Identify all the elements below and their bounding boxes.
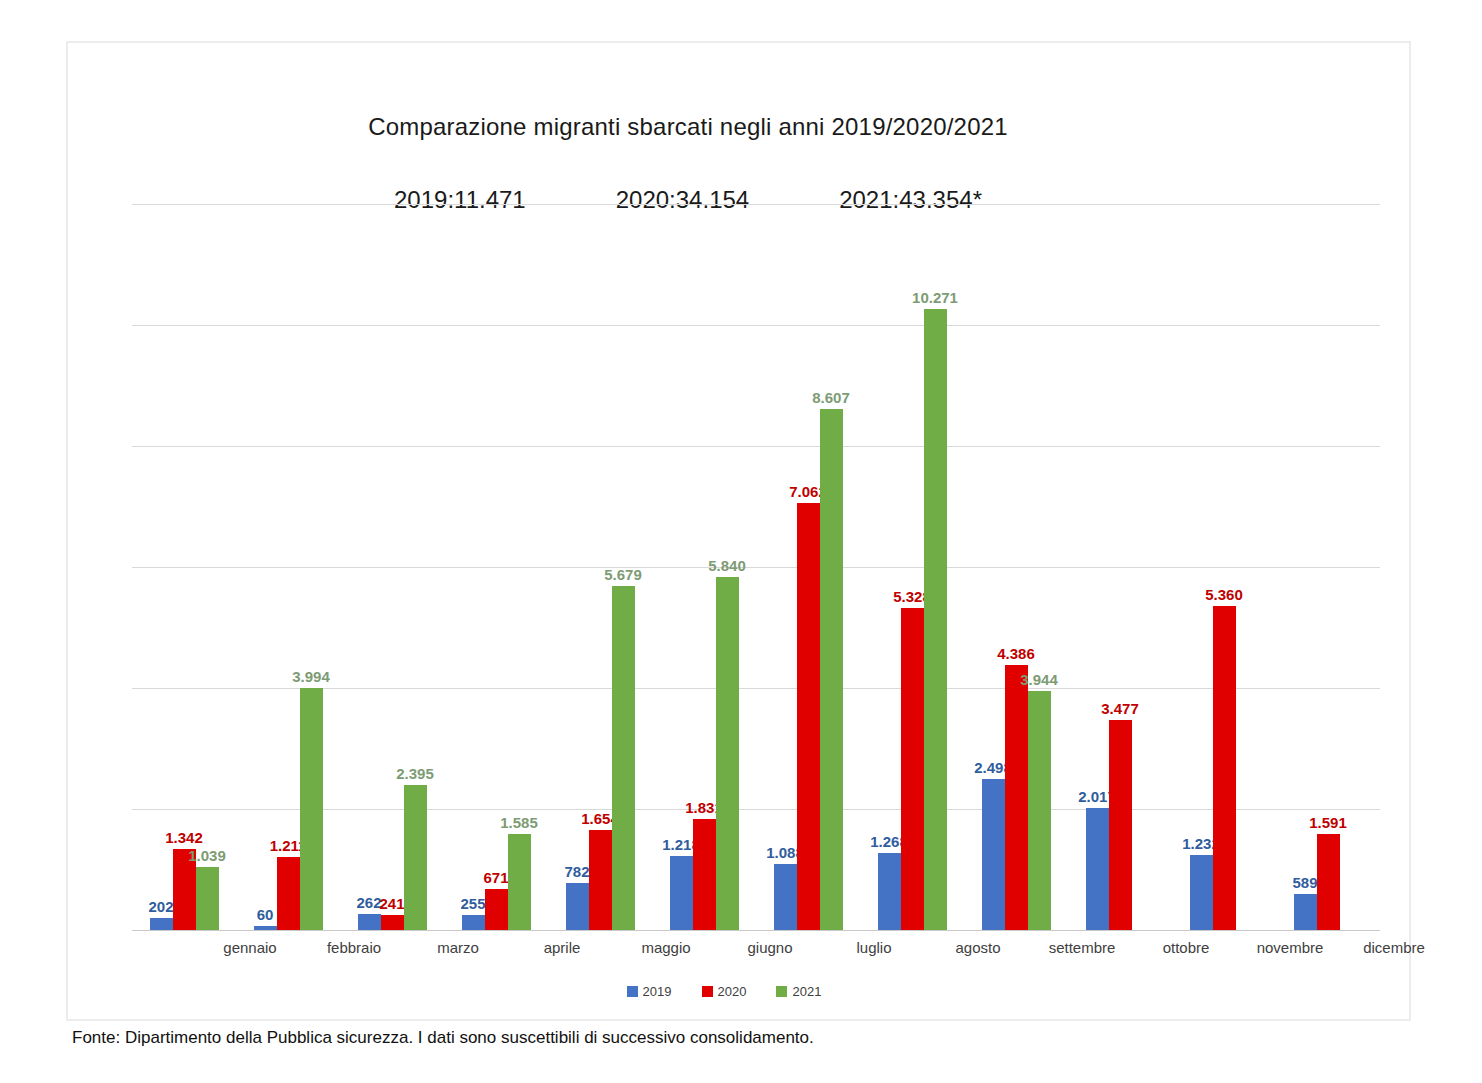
- bar-2020-giugno: 1.831: [693, 819, 716, 930]
- bar-group-aprile: 2556711.585: [444, 204, 548, 930]
- x-label-dicembre: dicembre: [1342, 939, 1446, 956]
- bar-value-label-2020-marzo: 241: [379, 895, 404, 912]
- bar-2019-ottobre: 2.017: [1086, 808, 1109, 930]
- bar-2019-novembre: 1.232: [1190, 855, 1213, 930]
- legend-swatch-2019: [627, 986, 638, 997]
- bar-value-label-2019-dicembre: 589: [1292, 874, 1317, 891]
- bar-2021-giugno: 5.840: [716, 577, 739, 930]
- bar-group-febbraio: 601.2113.994: [236, 204, 340, 930]
- bar-2020-settembre: 4.386: [1005, 665, 1028, 930]
- bar-value-label-2019-aprile: 255: [460, 895, 485, 912]
- x-label-giugno: giugno: [718, 939, 822, 956]
- bar-2021-settembre: 3.944: [1028, 691, 1051, 930]
- chart-frame: Comparazione migranti sbarcati negli ann…: [66, 41, 1411, 1021]
- bar-2019-maggio: 782: [566, 883, 589, 930]
- bar-group-gennaio: 2021.3421.039: [132, 204, 236, 930]
- bar-2020-marzo: 241: [381, 915, 404, 930]
- chart-title: Comparazione migranti sbarcati negli ann…: [68, 113, 1308, 141]
- bar-value-label-2021-luglio: 8.607: [812, 389, 850, 406]
- bar-2020-novembre: 5.360: [1213, 606, 1236, 930]
- legend-swatch-2021: [776, 986, 787, 997]
- bar-2019-marzo: 262: [358, 914, 381, 930]
- bar-groups: 2021.3421.039601.2113.9942622412.3952556…: [132, 204, 1380, 930]
- bar-value-label-2020-gennaio: 1.342: [165, 829, 203, 846]
- legend-swatch-2020: [702, 986, 713, 997]
- legend-label-2020: 2020: [718, 984, 747, 999]
- legend-item-2020: 2020: [702, 984, 747, 999]
- bar-value-label-2021-aprile: 1.585: [500, 814, 538, 831]
- bar-value-label-2021-giugno: 5.840: [708, 557, 746, 574]
- bar-group-giugno: 1.2181.8315.840: [652, 204, 756, 930]
- bar-group-dicembre: 5891.591: [1276, 204, 1380, 930]
- bar-group-maggio: 7821.6545.679: [548, 204, 652, 930]
- bar-value-label-2020-ottobre: 3.477: [1101, 700, 1139, 717]
- legend-item-2019: 2019: [627, 984, 672, 999]
- bar-2019-agosto: 1.268: [878, 853, 901, 930]
- bar-2021-gennaio: 1.039: [196, 867, 219, 930]
- bar-2020-ottobre: 3.477: [1109, 720, 1132, 930]
- bar-value-label-2020-novembre: 5.360: [1205, 586, 1243, 603]
- bar-2020-aprile: 671: [485, 889, 508, 930]
- x-label-gennaio: gennaio: [198, 939, 302, 956]
- bar-value-label-2021-settembre: 3.944: [1020, 671, 1058, 688]
- x-label-luglio: luglio: [822, 939, 926, 956]
- bar-2021-febbraio: 3.994: [300, 688, 323, 930]
- bar-2021-agosto: 10.271: [924, 309, 947, 930]
- x-label-ottobre: ottobre: [1134, 939, 1238, 956]
- bar-2021-luglio: 8.607: [820, 409, 843, 930]
- bar-value-label-2021-maggio: 5.679: [604, 566, 642, 583]
- bar-2019-settembre: 2.498: [982, 779, 1005, 930]
- bar-group-agosto: 1.2685.32810.271: [860, 204, 964, 930]
- bar-value-label-2021-gennaio: 1.039: [188, 847, 226, 864]
- x-axis-line: [132, 930, 1380, 931]
- bar-group-marzo: 2622412.395: [340, 204, 444, 930]
- bar-group-ottobre: 2.0173.477: [1068, 204, 1172, 930]
- bar-2021-maggio: 5.679: [612, 586, 635, 930]
- x-label-aprile: aprile: [510, 939, 614, 956]
- bar-2019-gennaio: 202: [150, 918, 173, 930]
- bar-2020-febbraio: 1.211: [277, 857, 300, 930]
- legend-label-2021: 2021: [792, 984, 821, 999]
- x-label-novembre: novembre: [1238, 939, 1342, 956]
- x-label-agosto: agosto: [926, 939, 1030, 956]
- bar-2019-giugno: 1.218: [670, 856, 693, 930]
- x-label-maggio: maggio: [614, 939, 718, 956]
- bar-2019-dicembre: 589: [1294, 894, 1317, 930]
- bar-2019-luglio: 1.088: [774, 864, 797, 930]
- bar-2020-luglio: 7.062: [797, 503, 820, 930]
- x-axis-labels: gennaiofebbraiomarzoaprilemaggiogiugnolu…: [198, 939, 1446, 956]
- bar-value-label-2019-febbraio: 60: [257, 906, 274, 923]
- x-label-settembre: settembre: [1030, 939, 1134, 956]
- bar-2020-maggio: 1.654: [589, 830, 612, 930]
- source-footer: Fonte: Dipartimento della Pubblica sicur…: [72, 1028, 814, 1048]
- bar-group-settembre: 2.4984.3863.944: [964, 204, 1068, 930]
- bar-2020-agosto: 5.328: [901, 608, 924, 930]
- x-label-febbraio: febbraio: [302, 939, 406, 956]
- bar-value-label-2021-marzo: 2.395: [396, 765, 434, 782]
- bar-group-luglio: 1.0887.0628.607: [756, 204, 860, 930]
- bar-2019-febbraio: 60: [254, 926, 277, 930]
- legend-label-2019: 2019: [643, 984, 672, 999]
- plot-area: 2021.3421.039601.2113.9942622412.3952556…: [132, 204, 1380, 930]
- bar-value-label-2020-settembre: 4.386: [997, 645, 1035, 662]
- bar-value-label-2020-aprile: 671: [483, 869, 508, 886]
- bar-2020-dicembre: 1.591: [1317, 834, 1340, 930]
- bar-2021-aprile: 1.585: [508, 834, 531, 930]
- bar-group-novembre: 1.2325.360: [1172, 204, 1276, 930]
- bar-2021-marzo: 2.395: [404, 785, 427, 930]
- legend: 2019 2020 2021: [68, 984, 1380, 999]
- bar-value-label-2020-dicembre: 1.591: [1309, 814, 1347, 831]
- bar-value-label-2019-marzo: 262: [356, 894, 381, 911]
- bar-value-label-2021-agosto: 10.271: [912, 289, 958, 306]
- bar-2019-aprile: 255: [462, 915, 485, 930]
- legend-item-2021: 2021: [776, 984, 821, 999]
- x-label-marzo: marzo: [406, 939, 510, 956]
- bar-value-label-2019-gennaio: 202: [148, 898, 173, 915]
- bar-value-label-2021-febbraio: 3.994: [292, 668, 330, 685]
- bar-value-label-2019-maggio: 782: [564, 863, 589, 880]
